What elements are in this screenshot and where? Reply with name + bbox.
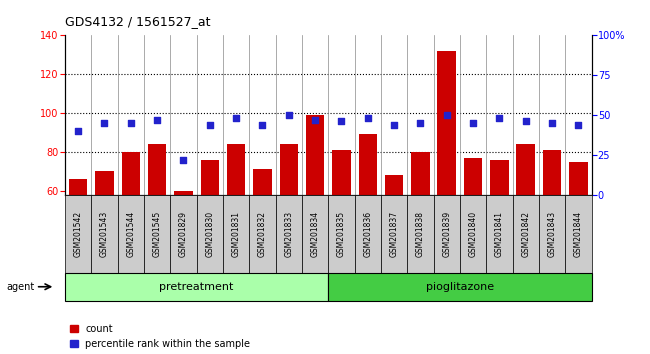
Text: GSM201835: GSM201835 xyxy=(337,211,346,257)
Text: GSM201839: GSM201839 xyxy=(442,211,451,257)
Point xyxy=(441,112,452,118)
Text: GSM201544: GSM201544 xyxy=(126,211,135,257)
Text: GSM201844: GSM201844 xyxy=(574,211,583,257)
Bar xyxy=(227,144,245,307)
Bar xyxy=(385,175,403,307)
Text: GSM201829: GSM201829 xyxy=(179,211,188,257)
Bar xyxy=(174,191,192,307)
Text: GSM201831: GSM201831 xyxy=(231,211,240,257)
Point xyxy=(363,115,373,121)
Bar xyxy=(411,152,430,307)
Bar xyxy=(490,160,508,307)
Point xyxy=(389,122,399,127)
Point xyxy=(494,115,504,121)
Text: GDS4132 / 1561527_at: GDS4132 / 1561527_at xyxy=(65,15,211,28)
Text: GSM201542: GSM201542 xyxy=(73,211,83,257)
Bar xyxy=(148,144,166,307)
Legend: count, percentile rank within the sample: count, percentile rank within the sample xyxy=(70,324,250,349)
Bar xyxy=(464,158,482,307)
Text: GSM201833: GSM201833 xyxy=(284,211,293,257)
Point xyxy=(205,122,215,127)
Point xyxy=(336,119,346,124)
Text: GSM201841: GSM201841 xyxy=(495,211,504,257)
Bar xyxy=(543,150,561,307)
Point xyxy=(178,157,188,162)
Text: GSM201836: GSM201836 xyxy=(363,211,372,257)
Text: GSM201837: GSM201837 xyxy=(389,211,398,257)
Bar xyxy=(254,170,272,307)
Text: agent: agent xyxy=(6,282,34,292)
Point xyxy=(283,112,294,118)
Bar xyxy=(280,144,298,307)
Text: pioglitazone: pioglitazone xyxy=(426,282,494,292)
Text: GSM201830: GSM201830 xyxy=(205,211,214,257)
Text: GSM201545: GSM201545 xyxy=(153,211,162,257)
Point xyxy=(521,119,531,124)
Bar xyxy=(96,171,114,307)
Point xyxy=(573,122,584,127)
Point xyxy=(310,117,320,122)
Bar xyxy=(332,150,350,307)
Point xyxy=(415,120,426,126)
Bar xyxy=(69,179,87,307)
Text: GSM201543: GSM201543 xyxy=(100,211,109,257)
Point xyxy=(99,120,110,126)
Bar xyxy=(517,144,535,307)
Bar xyxy=(201,160,219,307)
Text: GSM201834: GSM201834 xyxy=(311,211,320,257)
Bar xyxy=(569,162,588,307)
Point xyxy=(257,122,268,127)
Point xyxy=(73,128,83,134)
Text: GSM201832: GSM201832 xyxy=(258,211,267,257)
Bar xyxy=(359,135,377,307)
Text: GSM201843: GSM201843 xyxy=(547,211,556,257)
Bar xyxy=(306,115,324,307)
Point xyxy=(231,115,241,121)
Text: GSM201838: GSM201838 xyxy=(416,211,425,257)
Point xyxy=(125,120,136,126)
Text: GSM201842: GSM201842 xyxy=(521,211,530,257)
Bar xyxy=(437,51,456,307)
Point xyxy=(152,117,162,122)
Text: GSM201840: GSM201840 xyxy=(469,211,478,257)
Text: pretreatment: pretreatment xyxy=(159,282,234,292)
Point xyxy=(547,120,557,126)
Point xyxy=(468,120,478,126)
Bar xyxy=(122,152,140,307)
